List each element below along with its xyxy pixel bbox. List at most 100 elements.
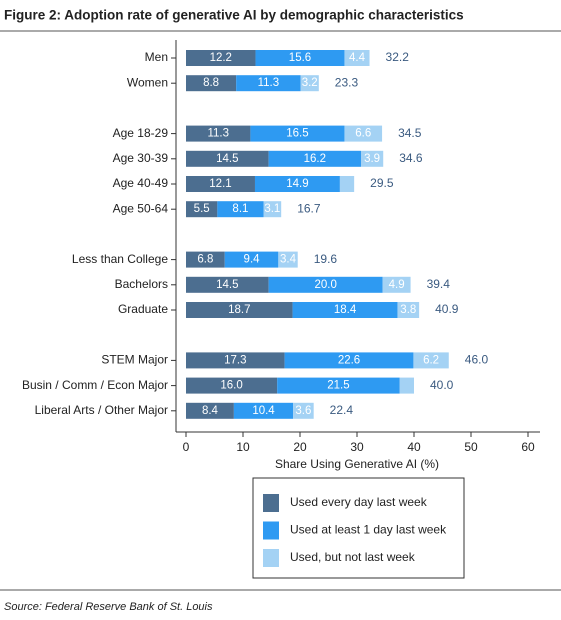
bar-segment [186, 251, 225, 268]
data-label: 8.1 [232, 203, 248, 215]
bar-segment [186, 352, 285, 369]
bar-segment [268, 150, 361, 167]
y-tick-label: Age 40-49 [113, 176, 169, 190]
total-label: 22.4 [330, 403, 354, 417]
y-tick-label: Age 18-29 [113, 126, 169, 140]
data-label: 5.5 [194, 203, 210, 215]
data-label: 18.7 [228, 304, 250, 316]
data-label: 6.6 [355, 128, 371, 140]
data-label: 16.2 [304, 153, 326, 165]
bar-segment [268, 276, 383, 293]
y-tick-label: Age 30-39 [113, 151, 169, 165]
x-tick-label: 60 [521, 440, 535, 454]
bar-segment [186, 75, 237, 92]
bar-segment [263, 201, 282, 218]
data-label: 3.6 [295, 405, 311, 417]
bar-segment [250, 125, 345, 142]
data-label: 14.5 [216, 279, 238, 291]
bar-segment [186, 176, 255, 192]
legend-label: Used, but not last week [290, 550, 416, 564]
data-label: 6.8 [197, 254, 213, 266]
total-label: 16.7 [297, 201, 321, 215]
data-label: 3.8 [400, 304, 416, 316]
data-label: 4.9 [389, 279, 405, 291]
y-tick-label: STEM Major [101, 353, 168, 367]
bar-segment [224, 251, 279, 268]
chart-title: Figure 2: Adoption rate of generative AI… [4, 8, 464, 23]
legend-swatch [263, 549, 279, 567]
data-label: 12.2 [210, 52, 232, 64]
bar-segment [300, 75, 319, 92]
y-tick-label: Less than College [72, 252, 168, 266]
total-label: 40.9 [435, 302, 459, 316]
bar-segment [255, 50, 345, 66]
legend-box [252, 477, 465, 579]
bar-segment [399, 377, 414, 394]
x-tick-label: 40 [407, 440, 421, 454]
bar-segment [186, 377, 278, 394]
bar-segment [236, 75, 301, 92]
x-tick-label: 50 [464, 440, 478, 454]
data-label: 11.3 [207, 128, 229, 140]
bar-segment [277, 377, 400, 394]
data-label: 11.3 [258, 77, 280, 89]
data-label: 22.6 [338, 354, 360, 366]
bar-segment [254, 176, 340, 192]
bar-segment [233, 402, 294, 419]
data-label: 14.5 [216, 153, 238, 165]
y-tick-label: Busin / Comm / Econ Major [22, 378, 168, 392]
x-tick-label: 10 [236, 440, 250, 454]
bar-segment [382, 276, 411, 293]
x-tick-label: 30 [350, 440, 364, 454]
data-label: 15.6 [289, 52, 311, 64]
data-label: 16.0 [220, 380, 242, 392]
total-label: 23.3 [335, 75, 359, 89]
legend-swatch [263, 521, 279, 540]
bar-segment [413, 352, 449, 369]
bar-segment [397, 302, 420, 318]
bar-segment [217, 201, 264, 218]
bar-segment [186, 125, 251, 142]
total-label: 40.0 [430, 378, 454, 392]
y-tick-label: Graduate [118, 302, 168, 316]
bar-segment [360, 150, 384, 167]
x-tick-label: 0 [183, 440, 190, 454]
data-label: 3.4 [280, 254, 297, 266]
bar-segment [293, 402, 314, 419]
data-label: 3.1 [264, 203, 280, 215]
legend-swatch [263, 494, 279, 512]
data-label: 8.4 [202, 405, 219, 417]
bar-segment [292, 302, 398, 318]
data-label: 17.3 [224, 354, 246, 366]
y-tick-label: Women [127, 75, 168, 89]
bar-segment [344, 50, 370, 66]
legend-label: Used at least 1 day last week [290, 523, 447, 537]
data-label: 4.4 [349, 52, 366, 64]
y-tick-label: Liberal Arts / Other Major [35, 403, 168, 417]
bar-segment [284, 352, 414, 369]
data-label: 21.5 [327, 380, 349, 392]
total-label: 19.6 [314, 252, 338, 266]
data-label: 6.2 [423, 354, 439, 366]
total-label: 29.5 [370, 176, 394, 190]
data-label: 16.5 [286, 128, 308, 140]
bar-segment [186, 402, 234, 419]
total-label: 46.0 [465, 353, 489, 367]
total-label: 32.2 [386, 50, 410, 64]
legend-label: Used every day last week [290, 495, 428, 509]
data-label: 20.0 [314, 279, 336, 291]
y-tick-label: Men [145, 50, 168, 64]
bar-segment [186, 276, 269, 293]
source: Source: Federal Reserve Bank of St. Loui… [4, 601, 213, 613]
bar-segment [186, 50, 256, 66]
total-label: 39.4 [427, 277, 451, 291]
data-label: 3.9 [364, 153, 380, 165]
bar-segment [344, 125, 383, 142]
bar-segment [278, 251, 298, 268]
data-label: 3.2 [302, 77, 318, 89]
total-label: 34.6 [399, 151, 423, 165]
bar-segment [186, 150, 269, 167]
data-label: 14.9 [286, 178, 308, 190]
data-label: 10.4 [252, 405, 275, 417]
x-axis-label: Share Using Generative AI (%) [275, 457, 439, 471]
